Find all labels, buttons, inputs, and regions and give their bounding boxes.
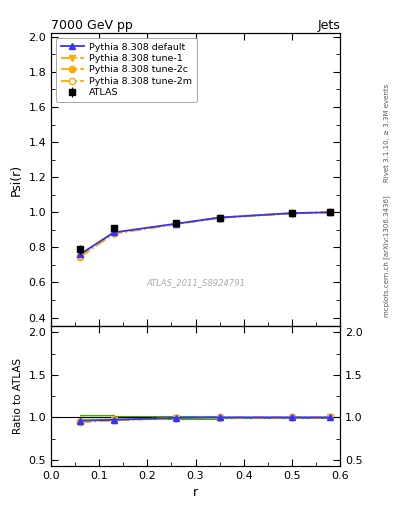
Pythia 8.308 tune-2c [174,221,179,227]
Text: mcplots.cern.ch [arXiv:1306.3436]: mcplots.cern.ch [arXiv:1306.3436] [384,195,391,317]
Pythia 8.308 tune-2m [328,209,333,216]
Pythia 8.308 tune-2m [111,230,116,236]
Pythia 8.308 default [111,229,116,236]
Text: Jets: Jets [317,19,340,32]
Pythia 8.308 tune-2m [174,221,179,227]
Line: Pythia 8.308 tune-1: Pythia 8.308 tune-1 [77,209,333,260]
Pythia 8.308 tune-1 [174,221,179,227]
Pythia 8.308 tune-2c [328,209,333,216]
Pythia 8.308 tune-1 [217,215,222,221]
Pythia 8.308 default [78,251,83,258]
Line: Pythia 8.308 default: Pythia 8.308 default [77,209,333,258]
Y-axis label: Ratio to ATLAS: Ratio to ATLAS [13,358,23,434]
Pythia 8.308 tune-2m [217,215,222,221]
Pythia 8.308 tune-1 [111,230,116,237]
Pythia 8.308 tune-2c [111,230,116,237]
Legend: Pythia 8.308 default, Pythia 8.308 tune-1, Pythia 8.308 tune-2c, Pythia 8.308 tu: Pythia 8.308 default, Pythia 8.308 tune-… [56,38,196,102]
Y-axis label: Psi(r): Psi(r) [10,164,23,196]
Pythia 8.308 tune-1 [289,210,294,217]
Pythia 8.308 default [174,221,179,227]
Pythia 8.308 default [289,210,294,216]
Pythia 8.308 tune-1 [328,209,333,216]
Pythia 8.308 default [217,215,222,221]
Line: Pythia 8.308 tune-2c: Pythia 8.308 tune-2c [77,209,333,260]
Line: Pythia 8.308 tune-2m: Pythia 8.308 tune-2m [77,209,333,259]
Pythia 8.308 tune-2m [289,210,294,216]
Pythia 8.308 tune-1 [78,254,83,260]
Pythia 8.308 tune-2c [289,210,294,217]
Pythia 8.308 tune-2c [217,215,222,221]
Pythia 8.308 default [328,209,333,216]
Text: 7000 GeV pp: 7000 GeV pp [51,19,133,32]
Pythia 8.308 tune-2m [78,253,83,259]
Pythia 8.308 tune-2c [78,253,83,260]
Text: Rivet 3.1.10, ≥ 3.3M events: Rivet 3.1.10, ≥ 3.3M events [384,84,390,182]
X-axis label: r: r [193,486,198,499]
Text: ATLAS_2011_S8924791: ATLAS_2011_S8924791 [146,278,245,287]
